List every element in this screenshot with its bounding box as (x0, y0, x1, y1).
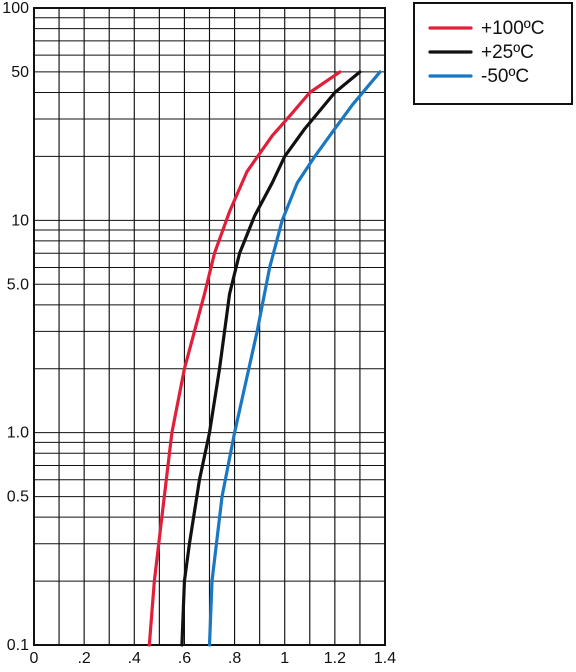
y-tick-label: 50 (11, 64, 29, 81)
series-layer (147, 70, 382, 647)
series-line-2 (180, 70, 362, 647)
x-tick-label: 1 (280, 650, 289, 667)
y-tick-label: 100 (2, 0, 29, 17)
y-tick-label: 10 (11, 212, 29, 229)
x-tick-label: .8 (228, 650, 241, 667)
legend-items: +100ºC +25ºC -50ºC (428, 18, 544, 87)
x-tick-label: 1.2 (324, 650, 346, 667)
legend-item: +100ºC (428, 18, 544, 39)
y-tick-label: 1.0 (7, 425, 29, 442)
x-tick-label: .2 (77, 650, 90, 667)
x-tick-label: .6 (178, 650, 191, 667)
series-line-3 (207, 70, 382, 647)
legend-label: -50ºC (481, 66, 529, 87)
legend: +100ºC +25ºC -50ºC (413, 2, 573, 105)
tick-label-layer: 0 .2 .4 .6 .8 1 1.2 1.4 0.1 0.5 1.0 5.0 10 50 100 (2, 0, 396, 667)
legend-label: +100ºC (481, 18, 544, 39)
legend-label: +25ºC (481, 42, 534, 63)
legend-item: +25ºC (428, 42, 534, 63)
legend-item: -50ºC (428, 66, 529, 87)
y-tick-label: 0.5 (7, 489, 29, 506)
series-line-1 (147, 70, 342, 647)
x-tick-label: 1.4 (374, 650, 396, 667)
y-tick-label: 5.0 (7, 276, 29, 293)
y-tick-label: 0.1 (7, 637, 29, 654)
x-tick-label: 0 (30, 650, 39, 667)
x-tick-label: .4 (128, 650, 141, 667)
